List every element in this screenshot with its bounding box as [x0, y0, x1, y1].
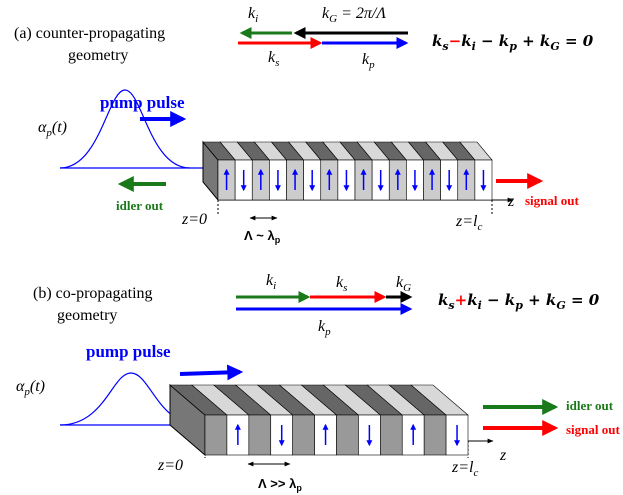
ki-label: ki — [248, 5, 258, 25]
zl-label: z=lc — [455, 213, 482, 233]
zl-label: z=lc — [451, 459, 478, 479]
period-label: Λ >> λp — [258, 476, 302, 493]
z-label: z — [507, 193, 515, 210]
equation: ks−ki − kp + kG = 0 — [432, 32, 594, 53]
domain — [293, 415, 315, 455]
panel-label: geometry — [57, 307, 117, 324]
domain — [380, 415, 402, 455]
crystal — [170, 385, 468, 455]
equation: ks+ki − kp + kG = 0 — [438, 291, 600, 312]
panel-label: (a) counter-propagating — [14, 25, 165, 42]
kG-label: kG — [396, 274, 411, 294]
domain — [205, 415, 227, 455]
ks-label: ks — [268, 49, 279, 69]
pulse-label: αp(t) — [16, 378, 45, 398]
z0-label: z=0 — [181, 211, 207, 228]
signal-label: signal out — [525, 193, 579, 208]
idler-label: idler out — [116, 198, 164, 213]
kp-label: kp — [362, 51, 375, 71]
pulse-label: αp(t) — [38, 119, 67, 139]
panel-label: (b) co-propagating — [33, 285, 153, 302]
kp-label: kp — [318, 318, 331, 338]
period-label: Λ ~ λp — [244, 228, 281, 245]
domain — [424, 415, 446, 455]
ks-label: ks — [336, 274, 347, 294]
ki-label: ki — [266, 272, 276, 292]
z-label: z — [499, 447, 507, 464]
figure: (a) counter-propagating geometry ki kG =… — [0, 0, 623, 495]
kG-label: kG = 2π/Λ — [322, 5, 386, 25]
domain — [337, 415, 359, 455]
pump-arrow — [180, 372, 240, 374]
idler-label: idler out — [566, 398, 614, 413]
z0-label: z=0 — [157, 457, 183, 474]
domain — [249, 415, 271, 455]
panel-label: geometry — [68, 47, 128, 64]
pump-label: pump pulse — [86, 342, 171, 361]
crystal — [203, 142, 492, 200]
signal-label: signal out — [566, 422, 620, 437]
